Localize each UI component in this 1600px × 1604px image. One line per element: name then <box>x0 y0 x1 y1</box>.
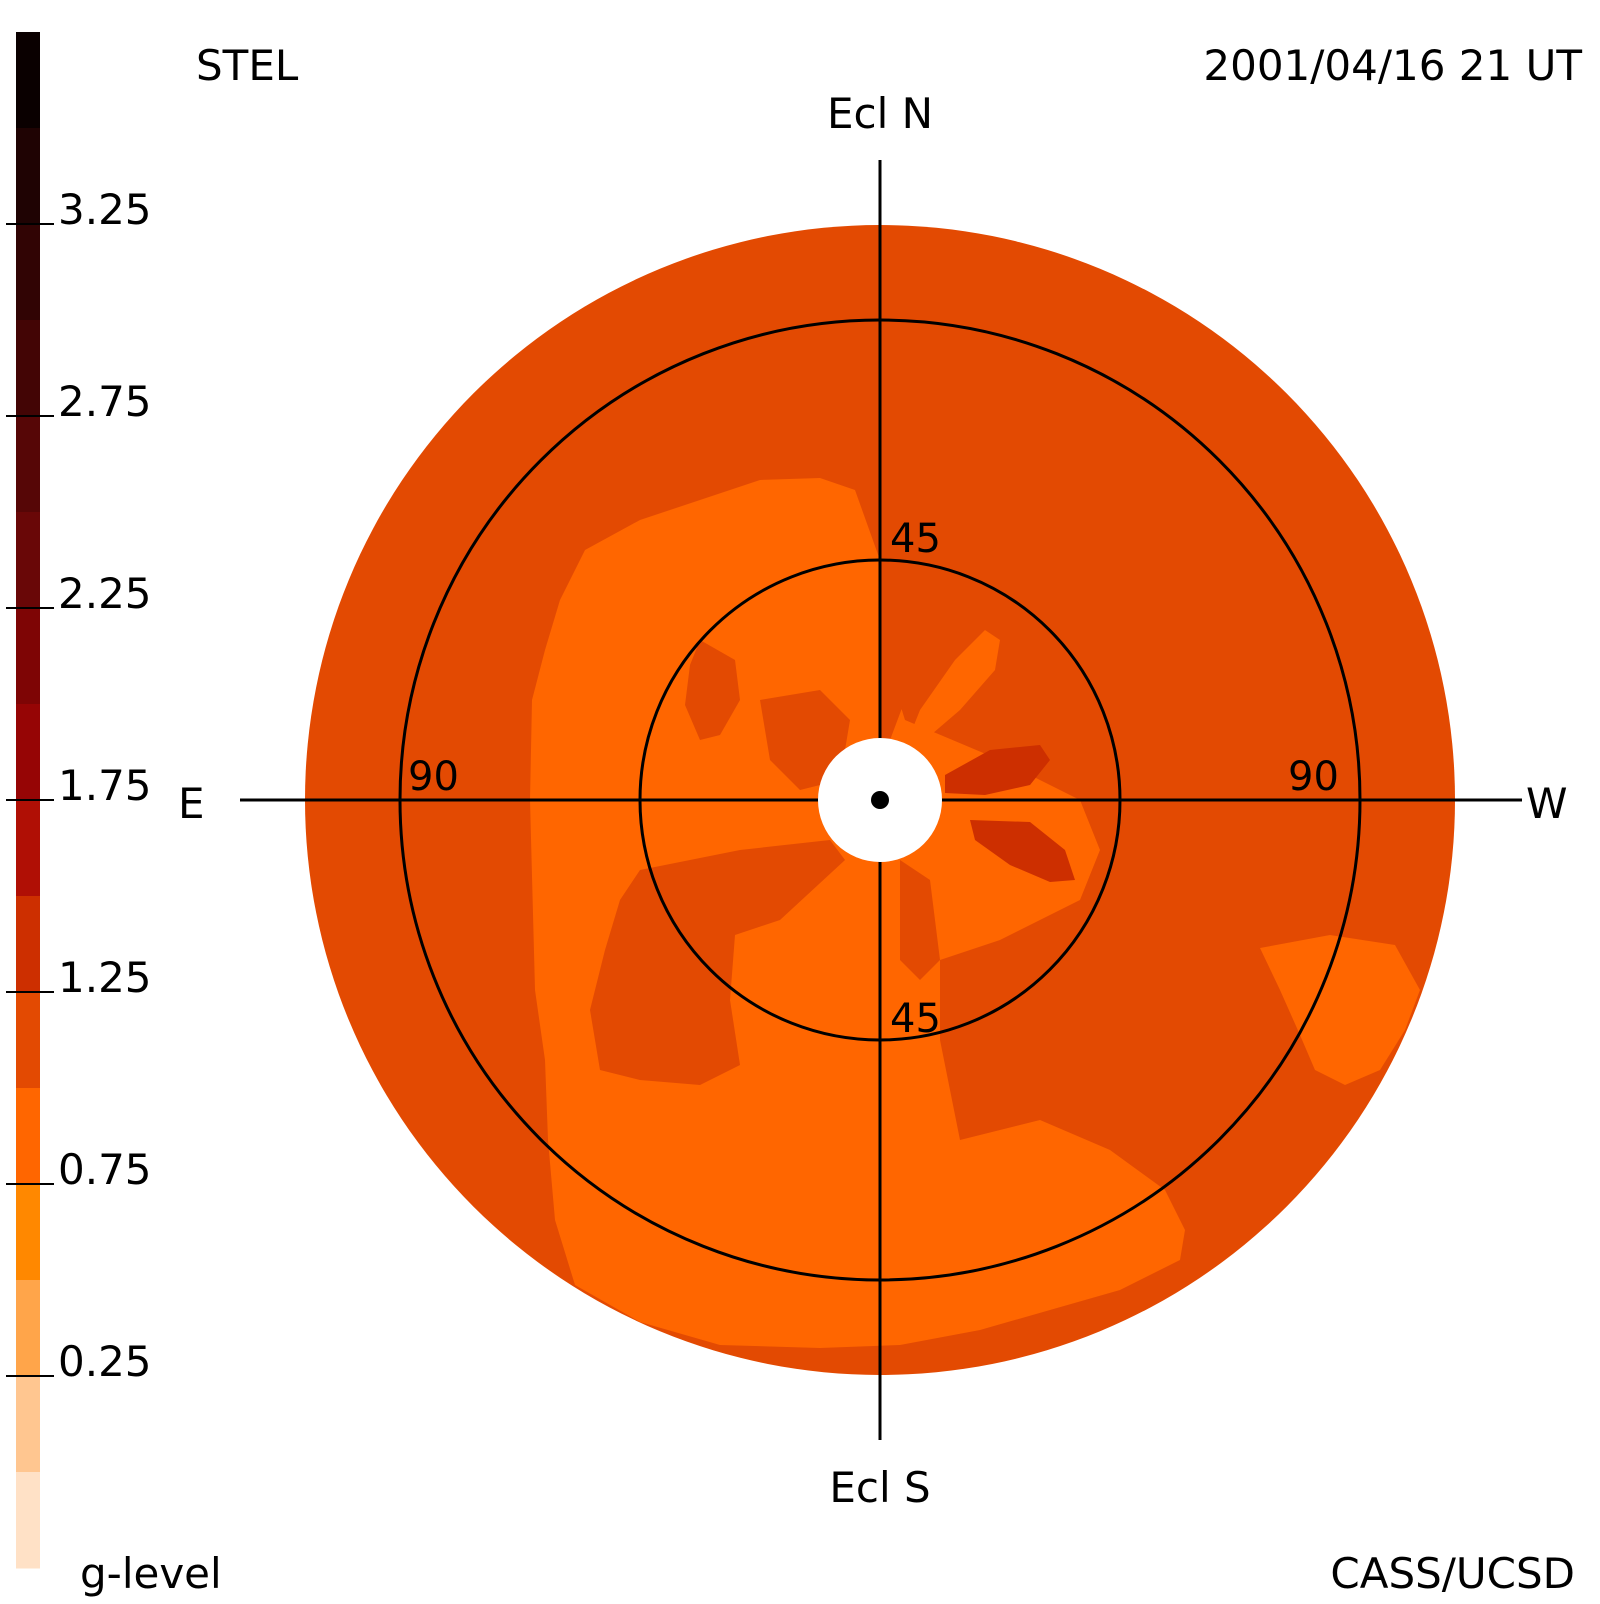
mid-level-patch-s <box>900 860 940 980</box>
colorbar-tick-label: 0.75 <box>58 1145 152 1194</box>
colorbar-band <box>16 320 40 417</box>
colorbar-band <box>16 1184 40 1281</box>
colorbar-band <box>16 608 40 705</box>
colorbar-band <box>16 896 40 993</box>
sky-map: Ecl N Ecl S E W 45 45 90 90 <box>178 89 1568 1512</box>
colorbar-tick-label: 1.75 <box>58 761 152 810</box>
west-label: W <box>1526 779 1568 828</box>
low-level-patch-sw-rim <box>1260 935 1420 1085</box>
mid-level-patch-ray <box>880 610 905 740</box>
colorbar-tick-label: 2.25 <box>58 569 152 618</box>
colorbar-band <box>16 992 40 1089</box>
colorbar-band <box>16 1088 40 1185</box>
north-label: Ecl N <box>827 89 933 138</box>
high-level-petal-w1 <box>945 745 1050 795</box>
colorbar-band <box>16 224 40 321</box>
colorbar-tick-label: 0.25 <box>58 1337 152 1386</box>
credit-label: CASS/UCSD <box>1330 1549 1575 1598</box>
sun-center-marker <box>871 791 889 809</box>
south-label: Ecl S <box>829 1463 930 1512</box>
colorbar-band <box>16 1376 40 1473</box>
colorbar-band <box>16 416 40 513</box>
east-label: E <box>178 779 205 828</box>
colorbar-band <box>16 1280 40 1377</box>
instrument-label: STEL <box>196 41 299 90</box>
ring-label-south-45: 45 <box>890 996 941 1042</box>
colorbar-band <box>16 800 40 897</box>
colorbar-tick-label: 2.75 <box>58 377 152 426</box>
colorbar-band <box>16 704 40 801</box>
colorbar-band <box>16 512 40 609</box>
colorbar: 3.25 2.75 2.25 1.75 1.25 0.75 0.25 <box>6 32 152 1569</box>
mid-level-patch-sw <box>590 840 845 1085</box>
colorbar-tick-label: 3.25 <box>58 185 152 234</box>
colorbar-band <box>16 32 40 129</box>
colorbar-band <box>16 128 40 225</box>
mid-level-patch-ne <box>685 640 740 740</box>
low-level-petal-ne <box>910 630 1000 740</box>
timestamp-label: 2001/04/16 21 UT <box>1203 41 1582 90</box>
ring-label-west-90: 90 <box>1288 754 1339 800</box>
ring-label-north-45: 45 <box>890 516 941 562</box>
colorbar-tick-label: 1.25 <box>58 953 152 1002</box>
colorbar-band <box>16 1472 40 1569</box>
high-level-petal-w2 <box>970 820 1075 882</box>
ring-label-east-90: 90 <box>408 754 459 800</box>
colorbar-label: g-level <box>80 1549 222 1598</box>
mid-level-patch-center <box>760 690 850 790</box>
